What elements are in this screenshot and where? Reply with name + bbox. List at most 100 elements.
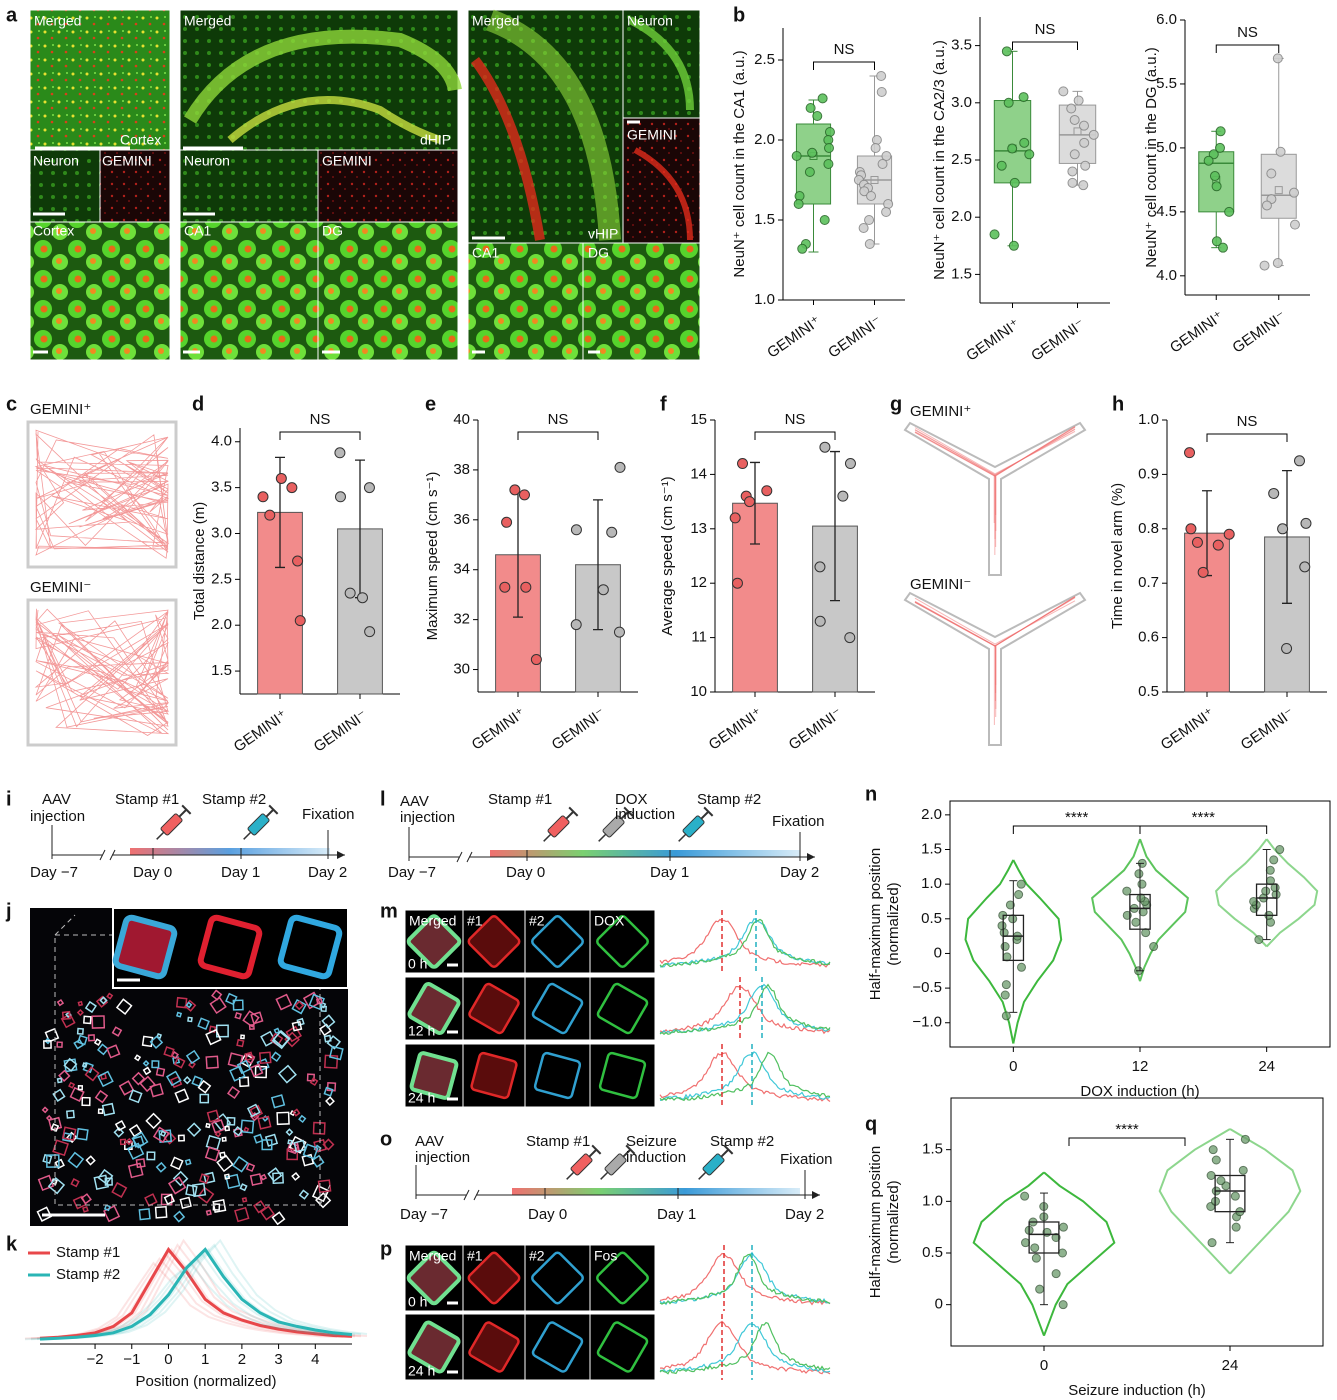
- data-point: [1294, 455, 1306, 467]
- particle: [325, 1096, 335, 1107]
- label: AAV: [42, 791, 71, 808]
- data-point: [1020, 1191, 1030, 1201]
- label: 24 h: [408, 1363, 435, 1379]
- series-line: [39, 1247, 353, 1341]
- particle: [80, 1193, 92, 1205]
- data-point: [1008, 240, 1019, 251]
- particle: [104, 1177, 113, 1186]
- y-axis-label: NeuN⁺ cell count in the CA2/3 (a.u.): [931, 40, 948, 280]
- particle: [103, 1204, 111, 1212]
- y-tick-label: 3.5: [211, 479, 232, 496]
- data-point: [334, 491, 346, 503]
- syringe-needle: [243, 831, 252, 840]
- particle: [203, 1171, 216, 1184]
- label: dHIP: [420, 132, 451, 148]
- violin: [1139, 838, 1189, 982]
- particle: [227, 1052, 244, 1069]
- particle: [128, 1124, 143, 1138]
- particle: [261, 1139, 273, 1151]
- tissue-arc: [227, 96, 442, 144]
- x-tick-label: 3: [274, 1351, 282, 1368]
- particle: [308, 993, 325, 1011]
- violin: [1043, 1171, 1116, 1337]
- annotation: ****: [1192, 809, 1216, 826]
- particle: [97, 1108, 104, 1115]
- data-point: [1051, 1269, 1061, 1279]
- data-point: [1209, 171, 1220, 182]
- particle: [115, 998, 133, 1015]
- profile: [659, 1052, 831, 1102]
- particle: [37, 1174, 55, 1192]
- crystal: [468, 1321, 520, 1373]
- data-point: [1016, 879, 1026, 889]
- panel-letter: b: [733, 4, 745, 26]
- particle: [163, 1193, 176, 1206]
- label: GEMINI: [627, 127, 677, 143]
- y-tick-label: 1.5: [951, 265, 972, 282]
- annotation: NS: [548, 411, 569, 428]
- y-tick-label: 4.0: [1156, 267, 1177, 284]
- particle: [177, 1134, 186, 1142]
- label: AAV: [415, 1133, 444, 1150]
- particle: [236, 1038, 245, 1048]
- profile: [659, 983, 831, 1035]
- particle: [240, 1119, 255, 1134]
- particle: [56, 998, 65, 1007]
- data-point: [1275, 146, 1286, 157]
- data-point: [1272, 53, 1283, 64]
- syringe-plunger: [265, 808, 275, 818]
- syringe-cap: [703, 806, 714, 817]
- y-tick-label: 4.5: [1156, 203, 1177, 220]
- y-tick-label: 12: [690, 574, 707, 591]
- data-point: [530, 654, 542, 666]
- label: injection: [400, 809, 455, 826]
- particle: [250, 1011, 264, 1025]
- particle: [205, 1055, 219, 1069]
- label: Day 0: [528, 1206, 567, 1223]
- particle: [175, 1011, 183, 1018]
- particle: [174, 1088, 190, 1104]
- label: Day 0: [506, 864, 545, 881]
- crystal: [467, 915, 521, 968]
- crystal: [596, 1251, 649, 1305]
- data-point: [1230, 1191, 1240, 1201]
- data-point: [294, 615, 306, 627]
- x-tick-label: GEMINI⁺: [1167, 308, 1227, 357]
- label: Cortex: [33, 223, 74, 239]
- data-point: [275, 472, 287, 484]
- y-tick-label: 1.5: [754, 211, 775, 228]
- particle: [118, 1080, 135, 1096]
- x-tick-label: 24: [1222, 1357, 1239, 1374]
- axis-break: [463, 1189, 480, 1201]
- data-point: [1066, 103, 1077, 114]
- particle: [111, 1026, 123, 1037]
- label: Stamp #1: [526, 1133, 590, 1150]
- data-point: [1078, 120, 1089, 131]
- timeline-bar: [512, 1188, 800, 1195]
- data-point: [1003, 97, 1014, 108]
- crystal: [112, 914, 178, 980]
- data-point: [737, 458, 749, 470]
- crystal: [531, 1321, 584, 1373]
- data-point: [1035, 1284, 1045, 1294]
- label: injection: [30, 808, 85, 825]
- data-point: [989, 229, 1000, 240]
- data-point: [1259, 260, 1270, 271]
- particle: [83, 1015, 92, 1025]
- data-point: [292, 555, 304, 567]
- panel-letter: f: [660, 393, 667, 415]
- particle: [50, 1123, 60, 1132]
- particle: [169, 1156, 184, 1171]
- particle: [44, 1037, 52, 1045]
- data-point: [844, 458, 856, 470]
- profile: [659, 1251, 831, 1306]
- profile: [659, 1051, 831, 1102]
- data-point: [1254, 935, 1264, 945]
- syringe-cap: [568, 806, 579, 817]
- maze-trace: [914, 429, 1076, 555]
- micrograph: [582, 242, 701, 361]
- particle: [206, 1109, 220, 1123]
- data-point: [520, 581, 532, 593]
- trajectory: [34, 429, 170, 559]
- data-point: [812, 111, 823, 121]
